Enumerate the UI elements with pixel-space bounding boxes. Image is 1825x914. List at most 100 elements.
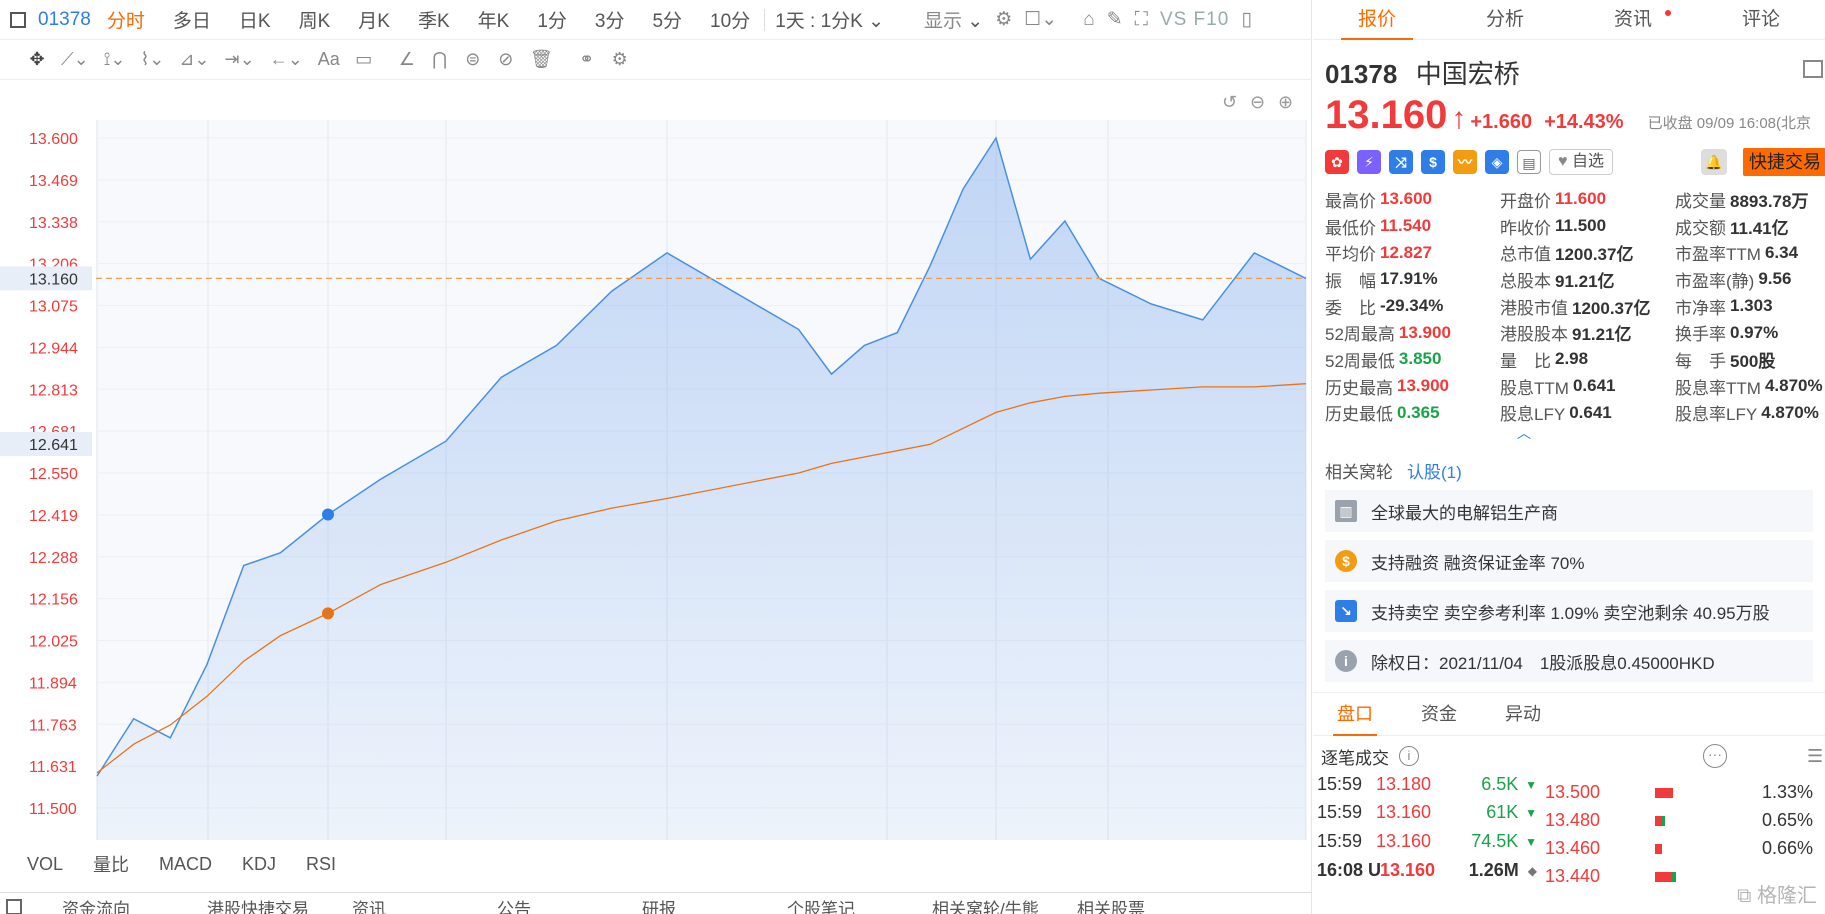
timeframe-3min[interactable]: 3分 [594,11,625,32]
indicator-vol[interactable]: VOL [27,853,64,874]
link-icon[interactable]: ⚭ [579,49,595,69]
collapse-caret-icon[interactable]: ︿ [1517,425,1531,442]
tab-movements[interactable]: 异动 [1505,703,1541,724]
indicator-macd[interactable]: MACD [159,853,213,874]
tab-fund-flow[interactable]: 资金流向 [62,900,130,914]
level-percent: 1.33% [1761,782,1813,803]
tab-quick-trade[interactable]: 港股快捷交易 [207,900,309,914]
camera-icon[interactable]: ⌂ [1083,8,1095,30]
timeframe-5min[interactable]: 5分 [652,11,683,32]
stat-value: 1200.37亿 [1555,245,1634,265]
indicator-volume-ratio[interactable]: 量比 [93,855,130,875]
tab-notes[interactable]: 个股笔记 [787,900,855,914]
timeframe-weekly[interactable]: 周K [298,11,331,32]
toolbar-divider [764,8,766,31]
stat-value: 2.98 [1555,349,1589,369]
stat-item: 市净率 1.303 [1675,293,1825,320]
indicator-rsi[interactable]: RSI [306,853,337,874]
stat-item: 换手率 0.97% [1675,319,1825,346]
hk-flag-icon[interactable]: ✿ [1325,150,1349,174]
panel-toggle-icon[interactable]: ▯ [1241,9,1252,30]
dollar-icon[interactable]: $ [1421,150,1445,174]
eraser-icon[interactable]: ∠ [398,49,415,69]
tab-quote[interactable]: 报价 [1313,0,1441,40]
tab-news-right[interactable]: 资讯 [1569,0,1697,40]
wave-tool-icon[interactable]: ⌇⌄ [140,49,165,69]
lock-drawing-icon[interactable]: ⊜ [465,49,481,69]
feature-item[interactable]: i 除权日：2021/11/04 1股派股息0.45000HKD [1325,640,1813,683]
stat-label: 成交额 [1675,218,1726,238]
move-icon[interactable]: ✥ [29,49,45,69]
magnet-icon[interactable]: ⋂ [432,49,448,69]
list-view-icon[interactable]: ☰ [1807,745,1824,766]
pencil-icon[interactable]: ✎ [1106,9,1123,30]
stat-value: 500股 [1730,351,1776,371]
timeframe-monthly[interactable]: 月K [358,11,390,32]
color-picker-icon[interactable]: ☐⌄ [1024,9,1058,30]
indicator-kdj[interactable]: KDJ [242,853,277,874]
comment-tool-icon[interactable]: ▭ [355,49,373,69]
feature-item[interactable]: $ 支持融资 融资保证金率 70% [1325,540,1813,583]
shuffle-icon[interactable]: ⤨ [1389,150,1413,174]
timeframe-yearly[interactable]: 年K [477,11,510,32]
up-arrow-icon: ↑ [1451,102,1467,135]
collapse-icon[interactable] [6,898,22,914]
stat-item: 委 比 -29.34% [1325,293,1500,320]
feature-item[interactable]: ↘ 支持卖空 卖空参考利率 1.09% 卖空池剩余 40.95万股 [1325,590,1813,633]
tab-analysis[interactable]: 分析 [1485,8,1524,30]
cursor-price-label: 12.641 [29,437,78,454]
warrants-link[interactable]: 认股(1) [1407,462,1462,482]
level-price: 13.460 [1545,838,1601,859]
timeframe-1min[interactable]: 1分 [537,11,567,32]
display-dropdown[interactable]: 显示 ⌄ [924,11,984,32]
drawing-settings-icon[interactable]: ⚙ [611,49,628,69]
layout-toggle-icon[interactable] [10,11,26,28]
hide-drawing-icon[interactable]: ⊘ [498,49,514,69]
timeframe-multiday[interactable]: 多日 [172,11,211,32]
stock-code-tab[interactable]: 01378 [38,8,91,30]
quick-trade-button[interactable]: 快捷交易 [1743,148,1825,176]
info-icon[interactable]: i [1399,746,1419,767]
line-tool-icon[interactable]: ⟋⌄ [61,49,89,69]
y-axis-price-label: 12.025 [29,634,78,651]
timeframe-intraday[interactable]: 分时 [106,11,145,32]
tag-icon[interactable]: ◈ [1485,150,1509,174]
tab-research[interactable]: 研报 [642,900,676,914]
settings-gear-icon[interactable]: ⚙ [995,9,1013,30]
feature-item[interactable]: ▥ 全球最大的电解铝生产商 [1325,490,1813,533]
tab-order-book[interactable]: 盘口 [1313,693,1397,736]
trash-icon[interactable]: 🗑 [529,49,553,69]
sub-tabs: 盘口 资金 异动 [1313,692,1825,737]
pattern-tool-icon[interactable]: ⊿⌄ [179,49,210,69]
timeframe-daily[interactable]: 日K [238,11,271,32]
timeframe-quarterly[interactable]: 季K [417,11,450,32]
more-icon[interactable]: ··· [1703,744,1727,769]
tab-news[interactable]: 资讯 [352,900,386,914]
vs-f10-button[interactable]: VS F10 [1159,8,1230,30]
path-tool-icon[interactable]: ⟟⌄ [103,49,126,69]
price-change-pct: +14.43% [1544,111,1624,133]
connect-icon[interactable]: ⚡ [1357,150,1381,174]
stat-value: 11.41亿 [1730,218,1789,238]
interval-dropdown[interactable]: 1天 : 1分K ⌄ [775,6,884,33]
arrow-tool-icon[interactable]: ←⌄ [269,49,303,69]
stat-value: 17.91% [1380,269,1438,289]
document-icon[interactable]: ▤ [1517,150,1541,174]
add-watchlist-button[interactable]: ♥ 自选 [1549,149,1613,175]
text-tool-icon[interactable]: Aa [317,49,340,69]
alert-bell-icon[interactable]: 🔔 [1701,149,1727,175]
cursor-avg-dot [322,607,334,620]
tab-related-stocks[interactable]: 相关股票 [1077,900,1145,914]
fullscreen-icon[interactable]: ⛶ [1134,8,1148,30]
trade-direction-icon: ▼ [1525,777,1537,792]
measure-tool-icon[interactable]: ⇥⌄ [224,49,255,69]
panel-layout-icon[interactable] [1803,60,1823,78]
intraday-chart[interactable]: 13.60018.26%13.46917.12%13.33815.98%13.2… [0,80,1312,840]
tab-warrants[interactable]: 相关窝轮/牛熊 [932,900,1039,914]
tab-comments[interactable]: 评论 [1741,8,1780,30]
tab-capital[interactable]: 资金 [1421,703,1457,724]
trend-icon[interactable]: 〰 [1453,150,1477,174]
stat-value: 9.56 [1758,269,1792,289]
tab-announcements[interactable]: 公告 [497,900,531,914]
timeframe-10min[interactable]: 10分 [710,11,751,32]
